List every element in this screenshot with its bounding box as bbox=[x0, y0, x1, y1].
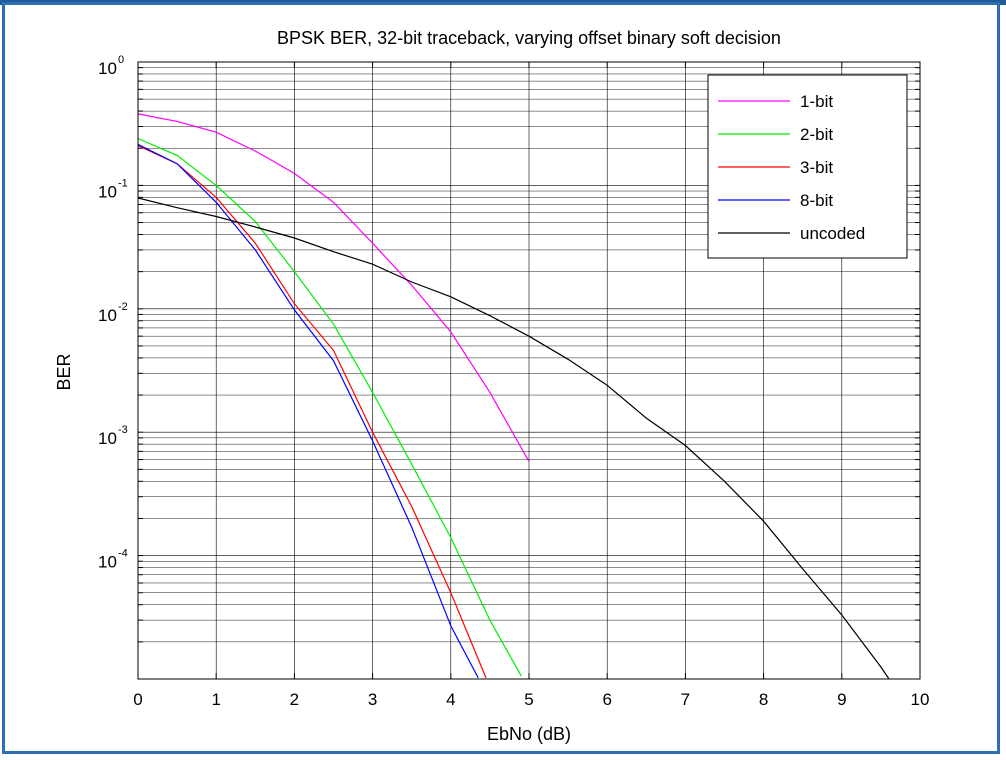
y-tick-label-base: 10 bbox=[98, 59, 117, 78]
y-tick-label-base: 10 bbox=[98, 429, 117, 448]
y-tick-label-base: 10 bbox=[98, 182, 117, 201]
x-tick-labels: 0 1 2 3 4 5 6 7 8 9 10 bbox=[133, 690, 929, 709]
y-tick-label-exponent: -4 bbox=[118, 548, 128, 560]
y-tick-label-exponent: -2 bbox=[118, 301, 128, 313]
legend-label: 1-bit bbox=[800, 92, 833, 111]
x-tick-label: 5 bbox=[524, 690, 533, 709]
y-tick-label-base: 10 bbox=[98, 553, 117, 572]
series-line-uncoded bbox=[138, 197, 890, 679]
y-axis-label: BER bbox=[54, 353, 74, 390]
series-line-3-bit bbox=[138, 145, 487, 679]
series-line-8-bit bbox=[138, 143, 479, 679]
minor-ticks bbox=[137, 62, 921, 680]
x-tick-label: 0 bbox=[133, 690, 142, 709]
legend-label: 3-bit bbox=[800, 158, 833, 177]
x-tick-label: 4 bbox=[446, 690, 455, 709]
x-tick-label: 8 bbox=[759, 690, 768, 709]
series-group bbox=[138, 113, 890, 679]
legend: 1-bit 2-bit 3-bit 8-bit uncoded bbox=[707, 74, 908, 259]
y-tick-label-exponent: -1 bbox=[118, 177, 128, 189]
y-tick-label-exponent: -3 bbox=[118, 424, 128, 436]
x-tick-label: 6 bbox=[602, 690, 611, 709]
x-tick-label: 7 bbox=[681, 690, 690, 709]
x-tick-label: 10 bbox=[911, 690, 930, 709]
x-tick-label: 3 bbox=[368, 690, 377, 709]
series-line-1-bit bbox=[138, 113, 530, 462]
legend-label: uncoded bbox=[800, 224, 865, 243]
chart-title: BPSK BER, 32-bit traceback, varying offs… bbox=[277, 28, 781, 48]
x-tick-label: 9 bbox=[837, 690, 846, 709]
plot-border bbox=[137, 61, 921, 680]
y-tick-label-exponent: 0 bbox=[118, 54, 124, 66]
series-line-2-bit bbox=[138, 137, 522, 677]
legend-label: 8-bit bbox=[800, 191, 833, 210]
x-axis-label: EbNo (dB) bbox=[487, 724, 571, 744]
x-tick-label: 1 bbox=[211, 690, 220, 709]
legend-label: 2-bit bbox=[800, 125, 833, 144]
x-tick-label: 2 bbox=[290, 690, 299, 709]
y-tick-label-base: 10 bbox=[98, 306, 117, 325]
